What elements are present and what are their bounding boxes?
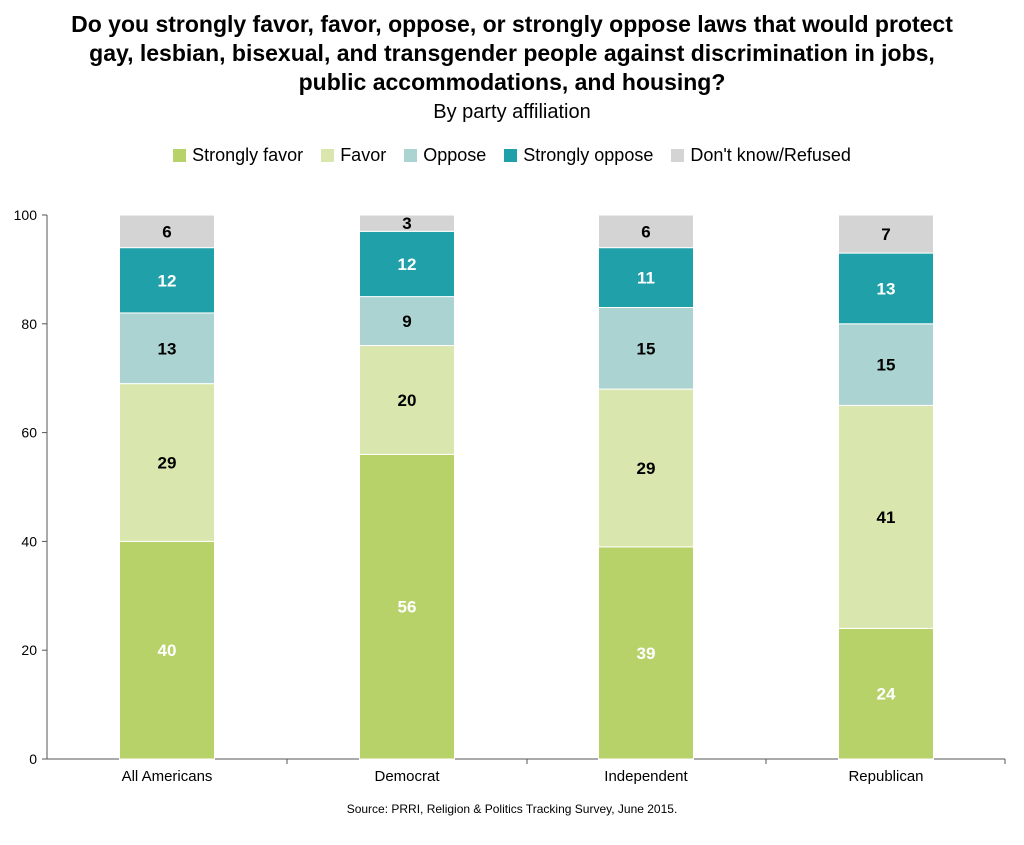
legend-label: Oppose <box>423 145 487 165</box>
chart-subtitle: By party affiliation <box>433 101 591 123</box>
y-tick-label: 40 <box>21 533 37 549</box>
data-label: 15 <box>877 356 896 375</box>
bar-segment <box>838 404 934 629</box>
data-label: 12 <box>158 271 177 290</box>
x-tick-label: Independent <box>604 768 688 785</box>
bar-segment <box>598 546 694 760</box>
legend-swatch <box>404 149 418 162</box>
bar-segment <box>838 323 934 406</box>
bar-segment <box>359 230 455 298</box>
data-label: 20 <box>398 391 417 410</box>
y-tick-label: 20 <box>21 642 37 658</box>
bar-segment <box>598 247 694 308</box>
source-note: Source: PRRI, Religion & Politics Tracki… <box>346 802 678 816</box>
legend-item-3: Strongly oppose <box>504 145 653 166</box>
data-label: 12 <box>398 255 417 274</box>
data-label: 13 <box>158 339 177 358</box>
chart-title: Do you strongly favor, favor, oppose, or… <box>71 11 953 95</box>
chart-legend: Strongly favor Favor Oppose Strongly oppose… <box>0 145 1024 166</box>
bar-segment <box>838 627 934 760</box>
bar-segment <box>359 214 455 232</box>
data-label: 40 <box>158 641 177 660</box>
bar-segment <box>359 345 455 455</box>
x-tick-label: Democrat <box>374 768 440 785</box>
data-label: 11 <box>637 269 655 288</box>
legend-item-1: Favor <box>321 145 386 166</box>
data-label: 3 <box>402 214 411 233</box>
legend-label: Strongly oppose <box>523 145 654 165</box>
x-tick-label: Republican <box>848 768 923 785</box>
legend-item-0: Strongly favor <box>173 145 303 166</box>
bar-segment <box>359 296 455 347</box>
bar-segment <box>838 214 934 254</box>
data-label: 39 <box>637 644 656 663</box>
data-label: 56 <box>398 598 417 617</box>
legend-item-2: Oppose <box>404 145 486 166</box>
legend-swatch <box>504 149 518 162</box>
bar-segment <box>119 214 215 249</box>
bar-segment <box>598 306 694 390</box>
y-tick-label: 100 <box>14 207 38 223</box>
data-label: 15 <box>637 339 656 358</box>
x-tick-label: All Americans <box>122 768 213 785</box>
legend-label: Don't know/Refused <box>690 145 851 165</box>
data-label: 9 <box>402 312 411 331</box>
chart-header: Do you strongly favor, favor, oppose, or… <box>0 10 1024 124</box>
data-label: 6 <box>162 222 171 241</box>
data-label: 24 <box>877 685 896 704</box>
bar-segment <box>119 540 215 760</box>
y-tick-label: 60 <box>21 425 37 441</box>
bar-segment <box>598 388 694 548</box>
legend-label: Strongly favor <box>192 145 304 165</box>
legend-item-4: Don't know/Refused <box>671 145 851 166</box>
legend-swatch <box>321 149 335 162</box>
y-tick-label: 0 <box>29 751 37 767</box>
legend-label: Favor <box>340 145 387 165</box>
legend-swatch <box>671 149 685 162</box>
data-label: 13 <box>877 279 896 298</box>
bar-segment <box>359 453 455 760</box>
data-label: 29 <box>158 454 177 473</box>
y-tick-label: 80 <box>21 316 37 332</box>
data-label: 7 <box>881 225 890 244</box>
data-label: 6 <box>641 222 650 241</box>
bar-segment <box>119 312 215 385</box>
data-label: 29 <box>637 459 656 478</box>
bar-segment <box>838 252 934 325</box>
bar-segment <box>598 214 694 249</box>
legend-swatch <box>173 149 187 162</box>
bar-segment <box>119 383 215 542</box>
data-label: 41 <box>877 508 896 527</box>
